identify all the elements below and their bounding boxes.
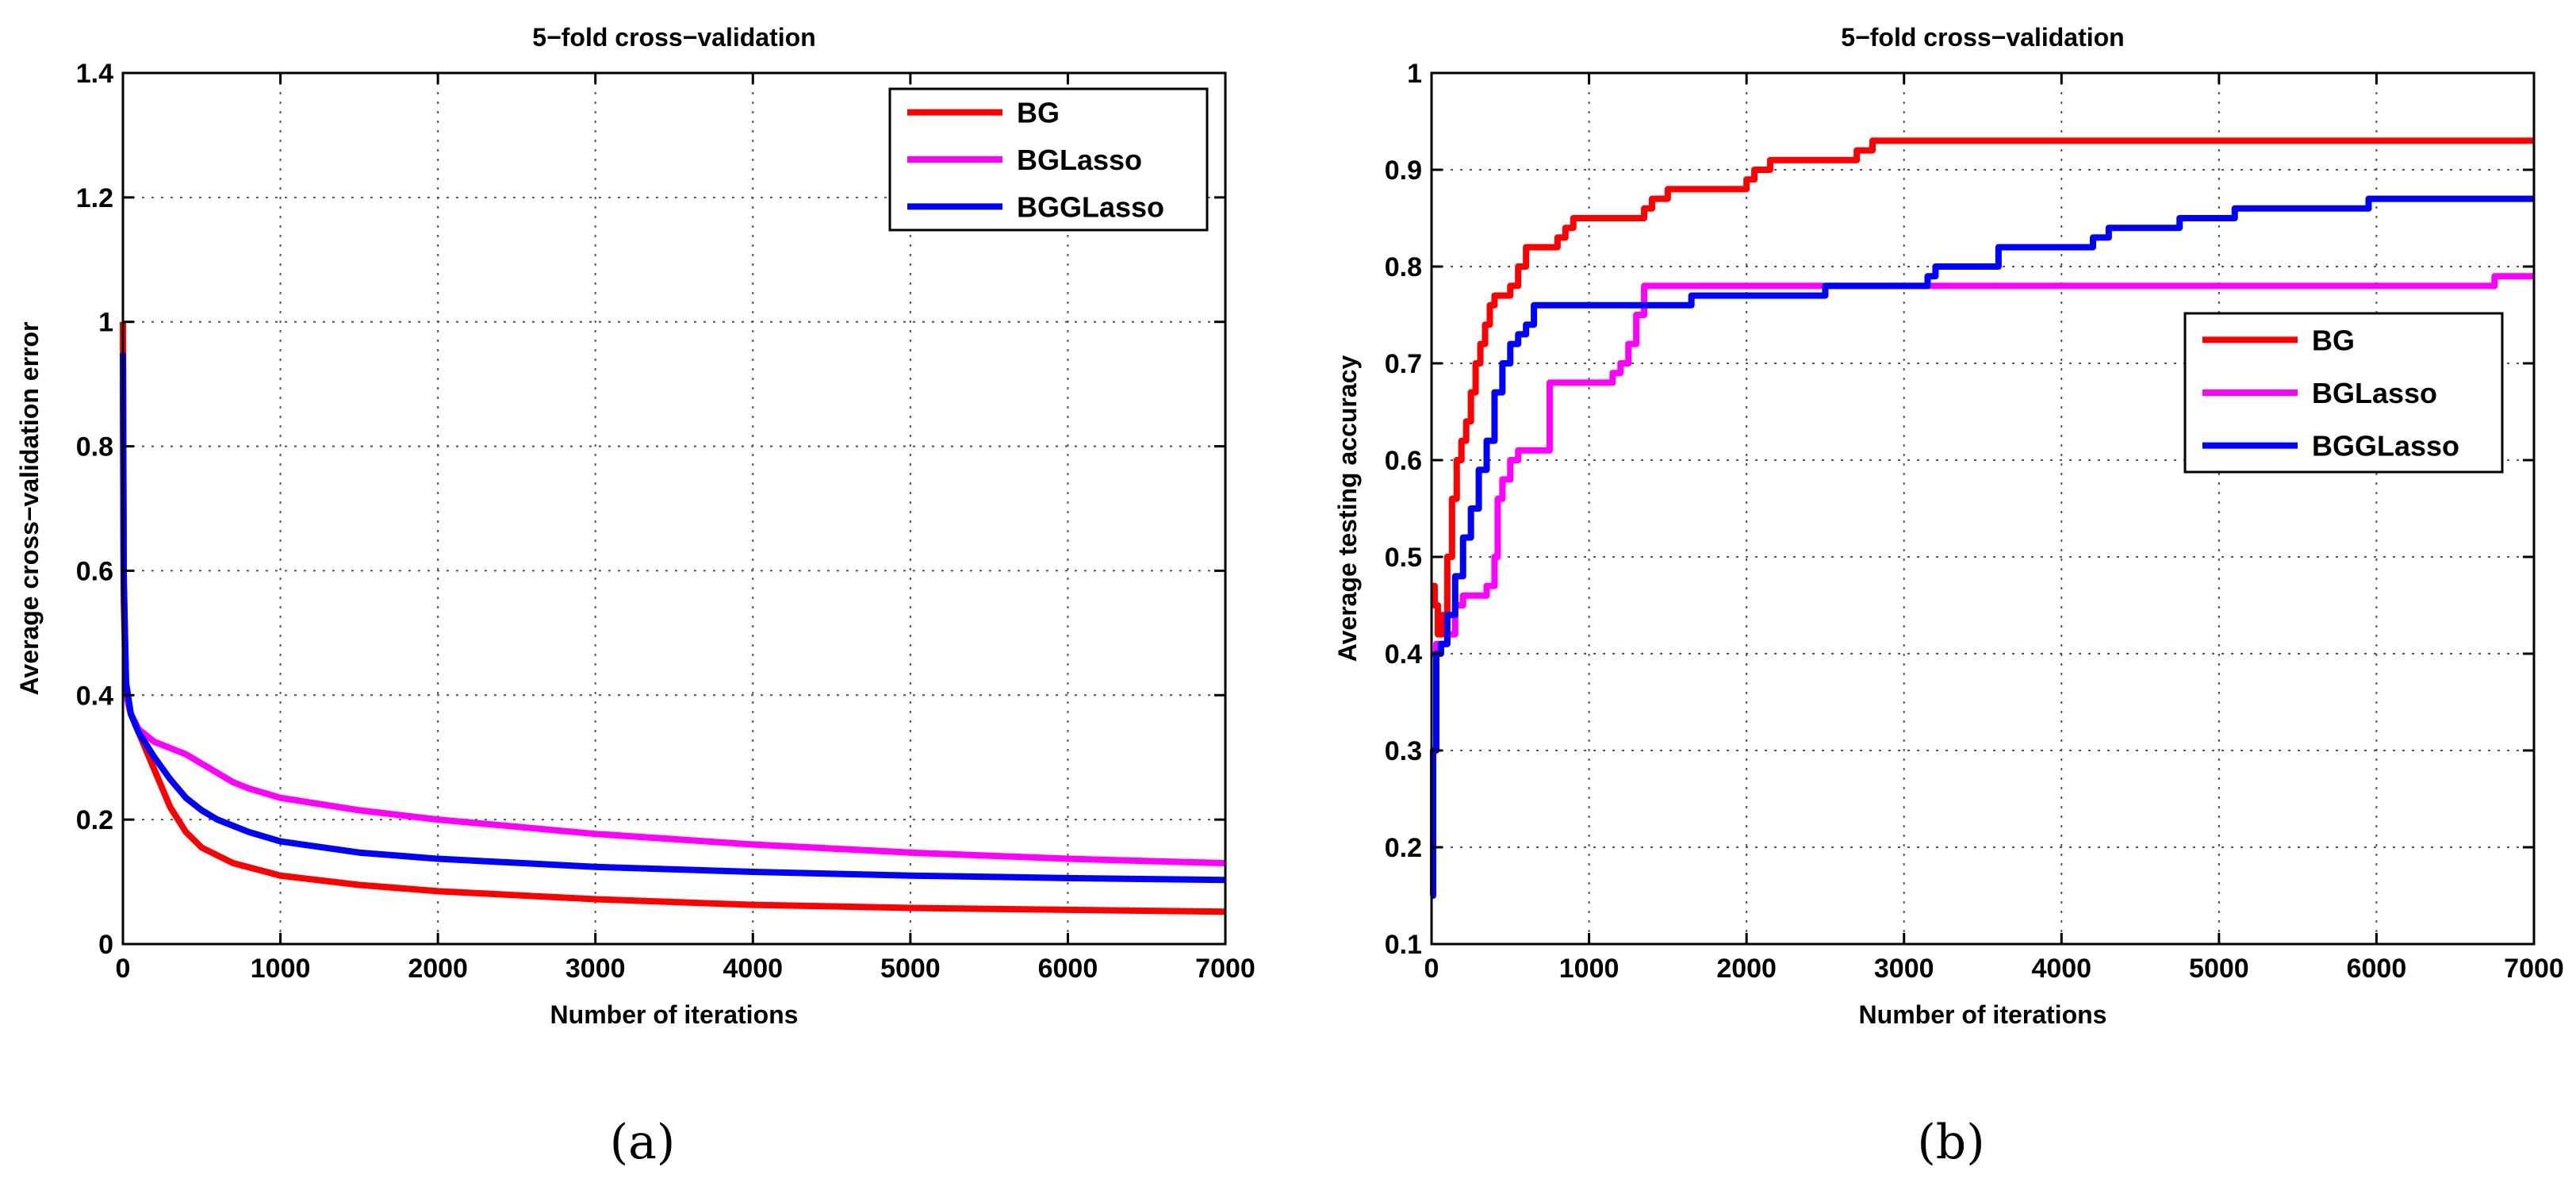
legend-label-bglasso: BGLasso <box>1017 144 1142 176</box>
y-tick-label: 0.3 <box>1385 736 1422 766</box>
x-tick-label: 1000 <box>251 954 311 984</box>
x-tick-label: 0 <box>116 954 131 984</box>
x-tick-label: 7000 <box>1195 954 1255 984</box>
x-tick-label: 2000 <box>1716 954 1777 984</box>
legend-label-bg: BG <box>2312 324 2355 356</box>
x-tick-label: 5000 <box>880 954 941 984</box>
y-tick-label: 0.6 <box>76 556 113 586</box>
x-tick-label: 5000 <box>2189 954 2249 984</box>
panel-caption: (b) <box>1917 1115 1984 1170</box>
axes-frame <box>121 71 1227 946</box>
legend: BG BGLasso BGGLasso <box>888 87 1209 232</box>
y-tick-label: 0.8 <box>76 432 113 463</box>
x-tick-label: 1000 <box>1559 954 1620 984</box>
y-axis-label: Average cross−validation error <box>15 321 44 695</box>
legend-label-bglasso: BGLasso <box>2312 377 2437 409</box>
x-tick-label: 3000 <box>565 954 626 984</box>
y-tick-label: 1.2 <box>76 183 113 213</box>
y-tick-label: 0.5 <box>1385 543 1422 573</box>
y-tick-label: 0.8 <box>1385 252 1422 282</box>
y-tick-label: 0.2 <box>1385 833 1422 863</box>
x-tick-label: 0 <box>1424 954 1439 984</box>
chart-title: 5−fold cross−validation <box>532 23 815 52</box>
x-axis-label: Number of iterations <box>1859 1000 2107 1029</box>
x-tick-label: 2000 <box>408 954 468 984</box>
x-tick-label: 3000 <box>1874 954 1934 984</box>
y-tick-label: 0.2 <box>76 805 113 835</box>
y-tick-label: 0.9 <box>1385 155 1422 186</box>
panel-caption: (a) <box>610 1115 676 1170</box>
y-tick-label: 0.4 <box>76 681 113 711</box>
y-tick-label: 1 <box>1407 59 1422 89</box>
y-tick-label: 1.4 <box>76 59 113 89</box>
legend-label-bg: BG <box>1017 97 1060 129</box>
legend-label-bgglasso: BGGLasso <box>1017 190 1164 223</box>
x-tick-label: 6000 <box>2347 954 2407 984</box>
legend: BG BGLasso BGGLasso <box>2183 312 2504 474</box>
axes-frame <box>1430 71 2536 946</box>
series-line-bglasso <box>1432 273 2534 657</box>
y-tick-label: 0.4 <box>1385 639 1422 670</box>
chart-panel-a: 0 1000 2000 3000 4000 5000 6000 7000 0 0.2 0.4 0.6 0… <box>15 23 1255 1029</box>
y-axis-label: Average testing accuracy <box>1333 355 1362 662</box>
chart-title: 5−fold cross−validation <box>1841 23 2124 52</box>
series-line-bgglasso <box>1429 195 2534 899</box>
y-tick-label: 0.6 <box>1385 446 1422 476</box>
x-tick-label: 6000 <box>1038 954 1098 984</box>
x-tick-label: 4000 <box>723 954 783 984</box>
x-tick-label: 7000 <box>2504 954 2564 984</box>
series-line-bgglasso <box>120 352 1226 884</box>
series-line-bg <box>1431 137 2534 638</box>
y-tick-label: 0.1 <box>1385 930 1422 960</box>
x-tick-label: 4000 <box>2031 954 2091 984</box>
series-line-bglasso <box>120 384 1226 867</box>
y-tick-label: 0 <box>98 930 113 960</box>
y-tick-label: 1 <box>98 308 113 338</box>
legend-label-bgglasso: BGGLasso <box>2312 430 2459 463</box>
x-axis-label: Number of iterations <box>550 1000 799 1029</box>
chart-panel-b: 0 1000 2000 3000 4000 5000 6000 7000 0.1 0.2 0.3 0.… <box>1333 23 2564 1029</box>
series-line-bg <box>120 321 1226 915</box>
y-tick-label: 0.7 <box>1385 349 1422 379</box>
